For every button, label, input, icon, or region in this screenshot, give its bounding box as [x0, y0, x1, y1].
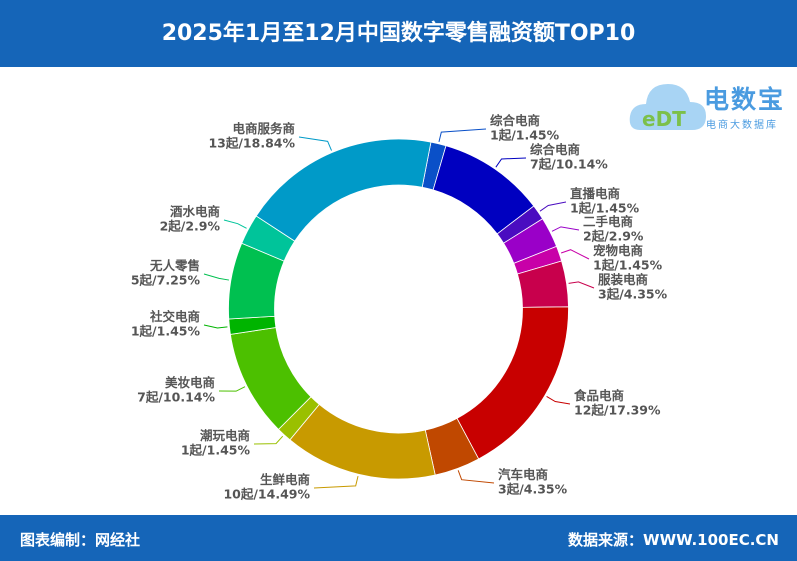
slice-6 [456, 306, 569, 460]
slice-8 [289, 403, 436, 480]
slice-value-label: 1起/1.45% [593, 258, 663, 273]
slice-name-label: 无人零售 [149, 258, 200, 273]
slice-name-label: 潮玩电商 [200, 428, 250, 443]
slice-name-label: 综合电商 [490, 113, 540, 128]
slice-name-label: 电商服务商 [232, 121, 295, 136]
slice-name-label: 直播电商 [570, 186, 620, 201]
slice-value-label: 12起/17.39% [574, 403, 661, 418]
logo-subtitle: 电商大数据库 [706, 120, 778, 131]
slice-value-label: 1起/1.45% [181, 443, 251, 458]
slice-name-label: 二手电商 [583, 214, 633, 229]
leader-line-14 [298, 136, 332, 151]
slice-name-label: 宠物电商 [593, 243, 643, 258]
slice-name-label: 综合电商 [530, 142, 580, 157]
slice-value-label: 10起/14.49% [223, 487, 310, 502]
footer: 图表编制：网经社 数据来源：WWW.100EC.CN [0, 515, 797, 561]
slice-value-label: 3起/4.35% [498, 482, 568, 497]
slice-name-label: 服装电商 [598, 272, 648, 287]
slice-name-label: 社交电商 [149, 309, 200, 324]
slice-value-label: 7起/10.14% [530, 157, 608, 172]
chart-title: 2025年1月至12月中国数字零售融资额TOP10 [0, 0, 797, 67]
slice-value-label: 1起/1.45% [490, 128, 560, 143]
leader-line-11 [203, 324, 228, 329]
slice-name-label: 食品电商 [573, 388, 624, 403]
slice-value-label: 3起/4.35% [598, 287, 668, 302]
slice-value-label: 5起/7.25% [131, 273, 201, 288]
slice-value-label: 1起/1.45% [570, 201, 640, 216]
footer-source: 数据来源：WWW.100EC.CN [568, 531, 779, 549]
leader-line-4 [560, 249, 590, 260]
leader-line-13 [223, 219, 247, 229]
leader-line-12 [203, 273, 230, 281]
leader-line-0 [438, 128, 487, 142]
cloud-logo-icon: eDT [629, 84, 706, 131]
leader-line-10 [218, 386, 246, 392]
leader-line-5 [568, 281, 595, 289]
leader-line-3 [551, 226, 580, 232]
leader-line-8 [313, 476, 359, 489]
leader-line-9 [253, 435, 284, 445]
slice-value-label: 2起/2.9% [160, 219, 221, 234]
footer-credit: 图表编制：网经社 [20, 531, 141, 549]
slice-name-label: 汽车电商 [498, 467, 548, 482]
leader-line-1 [495, 157, 527, 168]
slice-value-label: 1起/1.45% [131, 324, 201, 339]
logo: eDT 电数宝 电商大数据库 [628, 74, 793, 136]
slice-name-label: 生鲜电商 [260, 472, 310, 487]
svg-text:eDT: eDT [642, 107, 686, 131]
leader-line-6 [546, 396, 571, 405]
slice-name-label: 酒水电商 [170, 204, 220, 219]
logo-name: 电数宝 [704, 85, 786, 114]
leader-line-7 [457, 470, 495, 484]
slice-value-label: 2起/2.9% [583, 229, 644, 244]
slice-name-label: 美妆电商 [165, 375, 215, 390]
slice-14 [255, 138, 432, 242]
slice-value-label: 13起/18.84% [208, 136, 295, 151]
slice-value-label: 7起/10.14% [137, 390, 215, 405]
leader-line-2 [539, 201, 567, 212]
